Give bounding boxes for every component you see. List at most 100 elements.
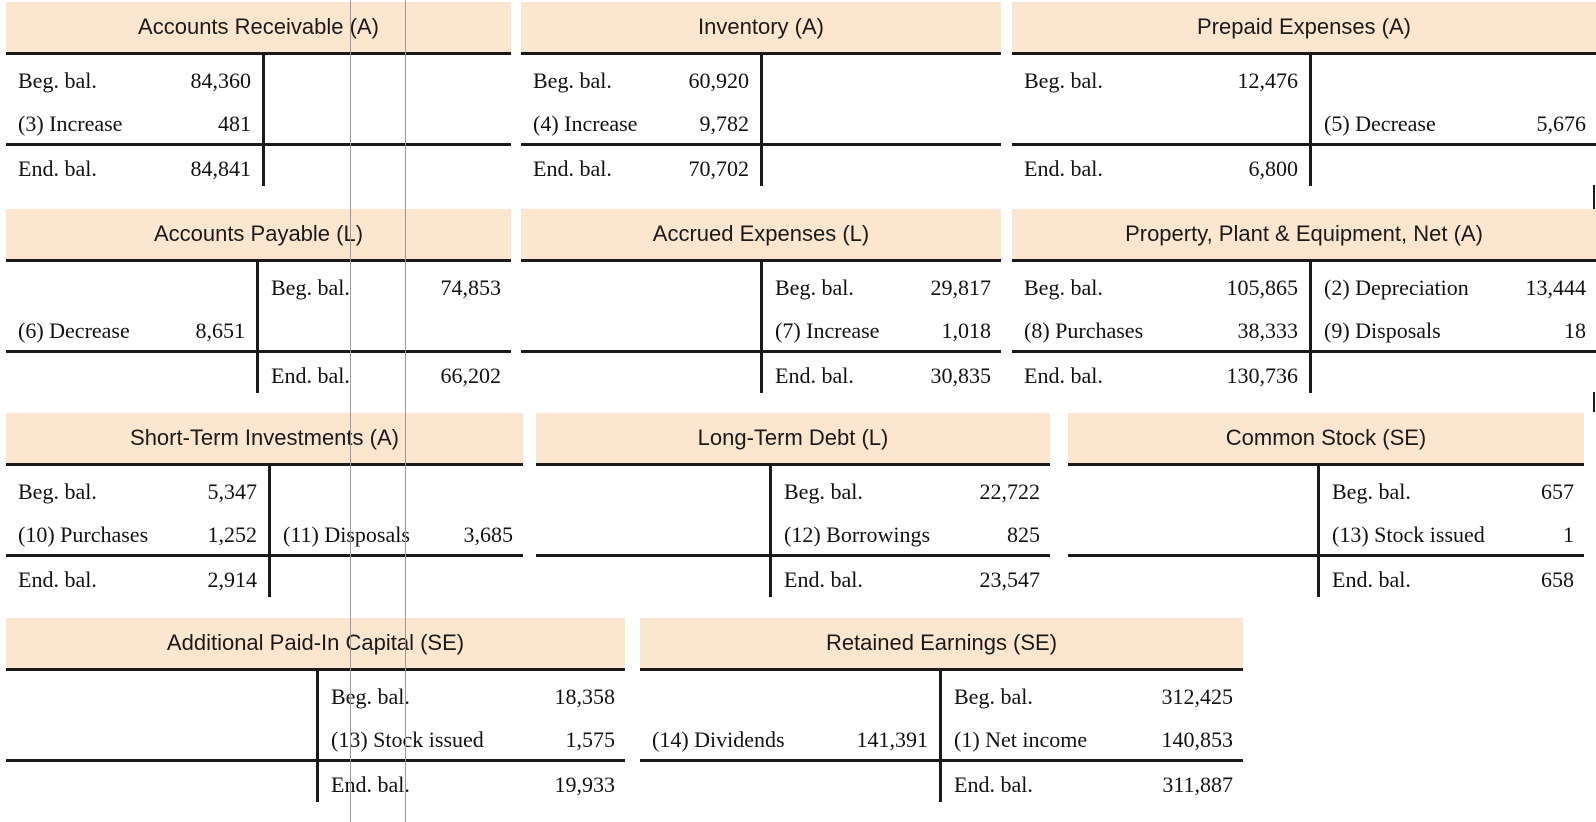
account-title: Prepaid Expenses (A) [1012,2,1596,55]
t-account: Inventory (A) Beg. bal. 60,920 (4) Increase… [521,2,1001,186]
account-body: Beg. bal. 12,476 (5) Decrease 5,676 End. bal… [1012,55,1596,186]
entry-label: (5) Decrease [1324,111,1436,136]
debit-side [6,354,255,397]
debit-side [6,718,315,761]
credit-side: End. bal. 19,933 [319,763,625,806]
entry-label: End. bal. [533,156,612,181]
account-body: Beg. bal. 22,722 (12) Borrowings 825 End. ba… [536,466,1050,597]
entry-label: (9) Disposals [1324,318,1441,343]
account-title: Accrued Expenses (L) [521,209,1001,262]
account-body: Beg. bal. 60,920 (4) Increase 9,782 End. bal… [521,55,1001,186]
entry-amount: 29,817 [930,275,992,300]
debit-side: (14) Dividends 141,391 [640,718,938,761]
credit-side [265,147,511,190]
account-body: Beg. bal. 657 (13) Stock issued 1 End. bal. 6… [1068,466,1584,597]
credit-side: (9) Disposals 18 [1312,309,1596,352]
credit-side: Beg. bal. 74,853 [259,266,511,309]
credit-side: End. bal. 311,887 [942,763,1243,806]
entry-amount: 825 [1007,522,1040,547]
credit-side [1312,59,1596,102]
debit-side: End. bal. 84,841 [6,147,261,190]
entry-row: (13) Stock issued 1 [1068,513,1584,556]
credit-side [265,102,511,145]
entry-label: (1) Net income [954,727,1088,752]
entry-row: Beg. bal. 74,853 [6,266,511,309]
entry-row: End. bal. 84,841 [6,147,511,190]
entry-label: (10) Purchases [18,522,149,547]
entry-amount: 18,358 [554,684,616,709]
entry-amount: 658 [1541,567,1574,592]
entry-row: Beg. bal. 84,360 [6,59,511,102]
entry-label: Beg. bal. [1024,275,1103,300]
entry-label: Beg. bal. [331,684,410,709]
debit-side: Beg. bal. 5,347 [6,470,267,513]
entry-label: End. bal. [775,363,854,388]
entry-amount: 130,736 [1226,363,1299,388]
debit-side [1012,102,1308,145]
credit-side: (5) Decrease 5,676 [1312,102,1596,145]
entry-label: End. bal. [18,156,97,181]
account-body: Beg. bal. 18,358 (13) Stock issued 1,575 End… [6,671,625,802]
debit-side: (4) Increase 9,782 [521,102,759,145]
entry-amount: 140,853 [1161,727,1234,752]
t-account-center-line [262,55,265,186]
t-account-center-line [1309,55,1312,186]
entry-label: (12) Borrowings [784,522,931,547]
entry-label: End. bal. [784,567,863,592]
entry-row: End. bal. 70,702 [521,147,1001,190]
t-account: Long-Term Debt (L) Beg. bal. 22,722 (12) Bo… [536,413,1050,597]
debit-side [521,266,759,309]
entry-row: (8) Purchases 38,333 (9) Disposals 18 [1012,309,1596,352]
edge-tick [1593,392,1595,412]
entry-amount: 30,835 [930,363,992,388]
entry-label: Beg. bal. [1332,479,1411,504]
credit-side [1312,147,1596,190]
t-account: Short-Term Investments (A) Beg. bal. 5,347… [6,413,523,597]
entry-amount: 66,202 [440,363,502,388]
t-account: Accounts Payable (L) Beg. bal. 74,853 (6) D… [6,209,511,393]
entry-amount: 84,841 [190,156,252,181]
entry-amount: 105,865 [1226,275,1299,300]
debit-side: Beg. bal. 12,476 [1012,59,1308,102]
entry-amount: 1 [1563,522,1574,547]
entry-row: (4) Increase 9,782 [521,102,1001,145]
credit-side [763,102,1001,145]
entry-label: (6) Decrease [18,318,130,343]
account-title: Property, Plant & Equipment, Net (A) [1012,209,1596,262]
account-title: Accounts Payable (L) [6,209,511,262]
entry-amount: 9,782 [699,111,750,136]
debit-side [521,354,759,397]
account-body: Beg. bal. 312,425 (14) Dividends 141,391 (1)… [640,671,1243,802]
guide-line [350,0,351,822]
t-account: Accounts Receivable (A) Beg. bal. 84,360 (3… [6,2,511,186]
entry-amount: 657 [1541,479,1574,504]
entry-label: (3) Increase [18,111,123,136]
entry-amount: 22,722 [979,479,1041,504]
entry-amount: 6,800 [1248,156,1299,181]
credit-side [1312,354,1596,397]
entry-row: End. bal. 130,736 [1012,354,1596,397]
credit-side [763,147,1001,190]
debit-side [536,470,768,513]
entry-amount: 311,887 [1162,772,1233,797]
t-account-center-line [316,671,319,802]
credit-side [763,59,1001,102]
entry-row: End. bal. 311,887 [640,763,1243,806]
credit-side: (7) Increase 1,018 [763,309,1001,352]
entry-amount: 5,676 [1536,111,1587,136]
credit-side: (1) Net income 140,853 [942,718,1243,761]
account-title: Retained Earnings (SE) [640,618,1243,671]
entry-label: End. bal. [18,567,97,592]
entry-row: (13) Stock issued 1,575 [6,718,625,761]
entry-label: Beg. bal. [954,684,1033,709]
debit-side: (3) Increase 481 [6,102,261,145]
debit-side: End. bal. 2,914 [6,558,267,601]
debit-side [1068,558,1316,601]
entry-amount: 141,391 [856,727,929,752]
entry-amount: 1,252 [207,522,258,547]
debit-side: End. bal. 6,800 [1012,147,1308,190]
entry-amount: 12,476 [1237,68,1299,93]
entry-row: End. bal. 658 [1068,558,1584,601]
account-title: Accounts Receivable (A) [6,2,511,55]
balance-divider [1012,350,1596,353]
